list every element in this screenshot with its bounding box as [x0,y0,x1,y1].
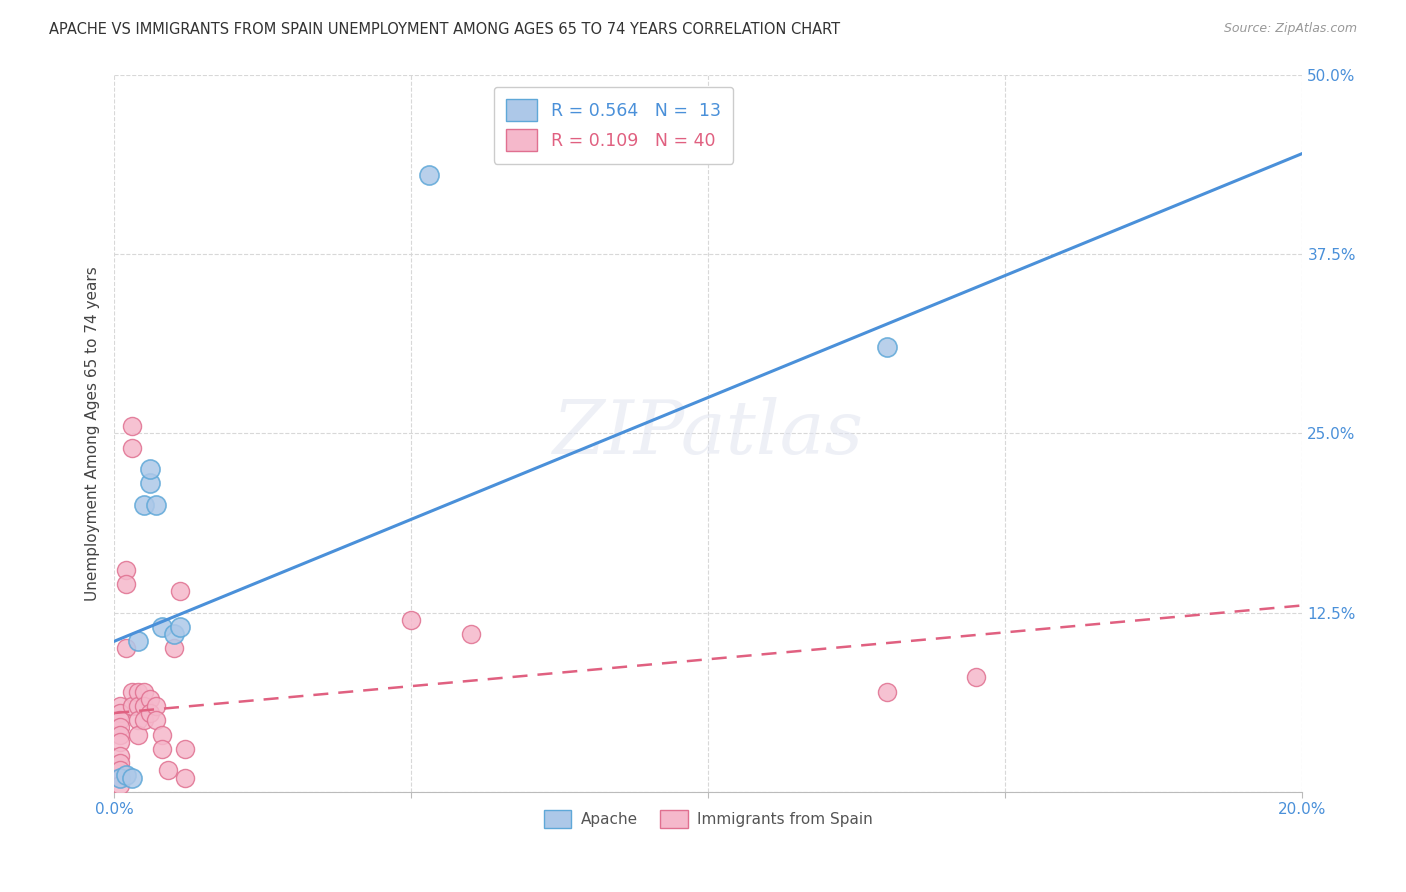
Point [108,706,131,720]
Point [145,698,167,713]
Point [108,720,131,734]
Point [121,684,143,698]
Point [115,641,138,656]
Point [115,768,138,782]
Point [121,698,143,713]
Point [150,620,173,634]
Point [401,613,423,627]
Point [121,419,143,434]
Point [145,713,167,727]
Point [108,698,131,713]
Point [139,691,162,706]
Text: Source: ZipAtlas.com: Source: ZipAtlas.com [1223,22,1357,36]
Point [169,620,191,634]
Point [876,340,898,354]
Point [139,706,162,720]
Point [108,749,131,764]
Point [121,441,143,455]
Point [108,771,131,785]
Point [460,627,482,641]
Point [156,764,179,778]
Point [108,728,131,742]
Point [127,634,149,648]
Point [145,498,167,512]
Point [108,713,131,727]
Point [169,584,191,599]
Point [108,756,131,771]
Point [162,641,184,656]
Point [127,713,149,727]
Point [418,168,440,182]
Text: ZIPatlas: ZIPatlas [553,397,863,469]
Point [108,735,131,749]
Point [132,698,155,713]
Point [150,728,173,742]
Point [115,563,138,577]
Point [139,462,162,476]
Y-axis label: Unemployment Among Ages 65 to 74 years: Unemployment Among Ages 65 to 74 years [86,266,100,600]
Point [150,742,173,756]
Point [174,771,197,785]
Point [127,728,149,742]
Point [162,627,184,641]
Point [876,684,898,698]
Point [108,778,131,792]
Point [127,698,149,713]
Point [127,684,149,698]
Point [965,670,987,684]
Point [132,684,155,698]
Point [108,771,131,785]
Text: APACHE VS IMMIGRANTS FROM SPAIN UNEMPLOYMENT AMONG AGES 65 TO 74 YEARS CORRELATI: APACHE VS IMMIGRANTS FROM SPAIN UNEMPLOY… [49,22,841,37]
Point [132,713,155,727]
Point [139,476,162,491]
Point [115,577,138,591]
Point [174,742,197,756]
Point [121,771,143,785]
Point [108,764,131,778]
Point [132,498,155,512]
Legend: Apache, Immigrants from Spain: Apache, Immigrants from Spain [537,804,879,835]
